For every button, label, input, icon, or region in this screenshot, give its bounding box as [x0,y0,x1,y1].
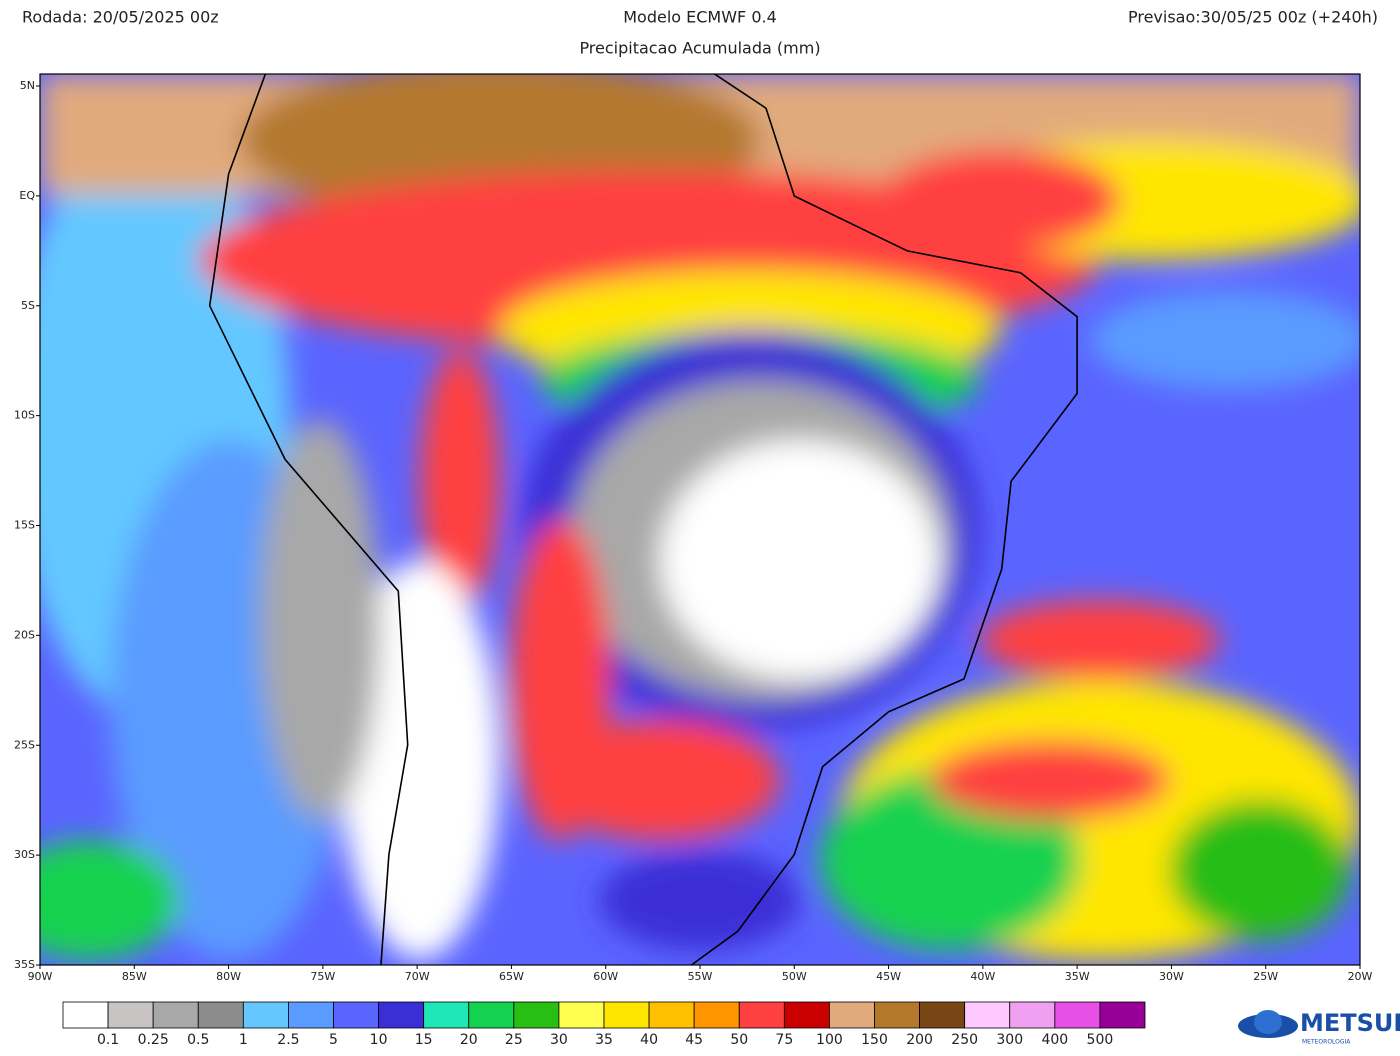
legend-swatch [242,1001,289,1029]
legend-swatch [648,1001,695,1029]
legend-label: 500 [1087,1032,1114,1048]
legend-label: 1 [239,1032,248,1048]
lat-label: 5N [20,79,35,92]
legend-label: 100 [816,1032,843,1048]
legend-swatch [874,1001,920,1029]
legend-swatch [152,1001,199,1029]
legend-label: 75 [775,1032,793,1048]
lat-label: 25S [14,738,35,751]
coastline [208,74,1078,965]
legend-label: 0.5 [187,1032,209,1048]
legend-swatch [423,1001,470,1029]
precip-field [40,74,1360,965]
lon-label: 50W [782,970,807,983]
lat-label: 5S [21,299,35,312]
legend-label: 400 [1041,1032,1068,1048]
legend-label: 2.5 [277,1032,299,1048]
legend-label: 25 [505,1032,523,1048]
legend-label: 10 [370,1032,388,1048]
lat-label: EQ [19,189,35,202]
legend-swatch [107,1001,154,1029]
legend-label: 200 [906,1032,933,1048]
lat-label: 15S [14,519,35,532]
lon-label: 60W [593,970,618,983]
logo-tagline: METEOROLOGIA [1302,1039,1351,1046]
legend-label: 5 [329,1032,338,1048]
lat-label: 35S [14,958,35,971]
legend-swatch [333,1001,379,1029]
legend-swatch [468,1001,515,1029]
lon-label: 85W [122,970,147,983]
legend-label: 35 [595,1032,613,1048]
model-label: Modelo ECMWF 0.4 [623,8,777,27]
lon-label: 80W [216,970,241,983]
logo-name: METSUL [1300,1009,1400,1037]
lon-label: 35W [1065,970,1090,983]
legend-label: 50 [730,1032,748,1048]
legend-label: 300 [996,1032,1023,1048]
logo: METSUL METEOROLOGIA [1238,1009,1400,1046]
legend-label: 40 [640,1032,658,1048]
legend-label: 150 [861,1032,888,1048]
legend-swatch [288,1001,334,1029]
lat-label: 30S [14,848,35,861]
legend-swatch [693,1001,740,1029]
legend-label: 20 [460,1032,478,1048]
lon-label: 65W [499,970,524,983]
lon-label: 70W [405,970,430,983]
legend-label: 45 [685,1032,703,1048]
legend-swatch [738,1001,785,1029]
legend-swatch [1009,1001,1056,1029]
lon-label: 45W [876,970,901,983]
run-label: Rodada: 20/05/2025 00z [22,8,219,27]
lat-label: 10S [14,409,35,422]
legend-swatch [1099,1001,1146,1029]
lon-label: 20W [1348,970,1373,983]
legend-swatch [197,1001,244,1029]
lon-label: 75W [310,970,335,983]
legend-swatch [603,1001,650,1029]
legend-label: 0.1 [97,1032,119,1048]
legend-label: 0.25 [138,1032,169,1048]
lon-label: 25W [1253,970,1278,983]
legend-swatch [1054,1001,1101,1029]
forecast-label: Previsao:30/05/25 00z (+240h) [1128,8,1378,27]
legend-swatch [964,1001,1011,1029]
legend-swatch [558,1001,605,1029]
legend-label: 15 [415,1032,433,1048]
legend-swatch [378,1001,425,1029]
legend-swatch [513,1001,560,1029]
legend-label: 250 [951,1032,978,1048]
legend-swatch [919,1001,966,1029]
legend-swatch [829,1001,875,1029]
subtitle: Precipitacao Acumulada (mm) [579,39,820,58]
legend-swatch [783,1001,830,1029]
lat-label: 20S [14,628,35,641]
lon-label: 40W [970,970,995,983]
lon-label: 90W [28,970,53,983]
legend-label: 30 [550,1032,568,1048]
lon-label: 30W [1159,970,1184,983]
lon-label: 55W [688,970,713,983]
legend-swatch [62,1001,109,1029]
